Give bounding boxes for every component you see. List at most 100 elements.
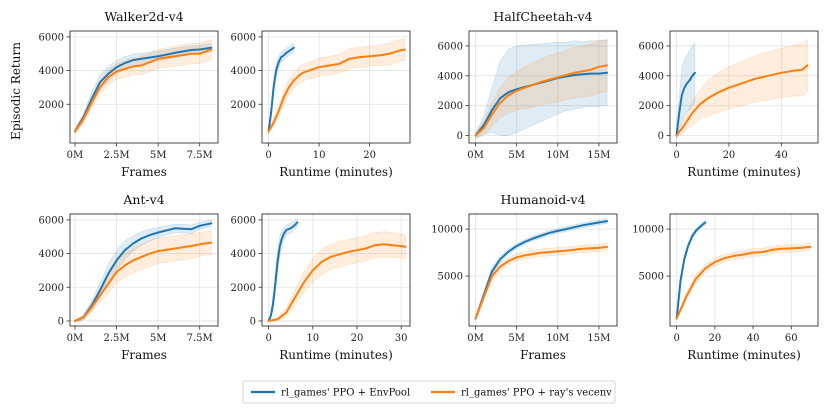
subplot-panels: 0M 2.5M 5M 7.5M200040006000Walker2d-v4Frame…: [9, 9, 819, 362]
y-tick-label: 0: [658, 131, 664, 142]
subplot-title: Ant-v4: [122, 192, 164, 207]
y-tick-label: 4000: [231, 66, 256, 77]
series-line-envpool: [474, 220, 609, 320]
x-tick-label: 20: [709, 333, 722, 344]
x-tick-label: 20: [363, 150, 376, 161]
confidence-band-ray: [268, 38, 406, 135]
x-axis-label: Runtime (minutes): [687, 165, 801, 179]
y-tick-label: 0: [457, 131, 463, 142]
legend-box: [242, 380, 616, 404]
y-tick-label: 0: [250, 316, 256, 327]
y-tick-label: 4000: [39, 66, 64, 77]
x-axis-label: Frames: [121, 348, 167, 362]
x-tick-label: 10: [313, 150, 326, 161]
x-axis-label: Runtime (minutes): [279, 165, 393, 179]
x-axis-label: Runtime (minutes): [687, 348, 801, 362]
plot-area: [74, 39, 213, 135]
x-axis-label: Frames: [121, 165, 167, 179]
axes-frame: [669, 213, 819, 327]
series-line-ray: [675, 245, 812, 320]
x-tick-label: 5M: [508, 333, 525, 344]
confidence-band-envpool: [475, 39, 608, 139]
y-tick-label: 5000: [639, 272, 664, 283]
subplot-7: 0M 5M 10M 15M 5000 10000 Humanoid-v4 Frames: [431, 192, 618, 362]
axes-frame: [468, 213, 618, 327]
y-tick-label: 6000: [39, 32, 64, 43]
confidence-band-ray: [676, 38, 808, 140]
axes-frame: [261, 30, 411, 144]
series-line-envpool: [675, 71, 696, 137]
series-line-ray: [675, 64, 809, 137]
y-tick-label: 2000: [39, 283, 64, 294]
x-tick-label: 20: [351, 333, 364, 344]
legend-envpool-label: rl_games' PPO + EnvPool: [281, 388, 410, 399]
confidence-band-ray: [676, 242, 811, 321]
x-tick-label: 60: [785, 333, 798, 344]
subplot-2: 0 10 20 2000 4000 6000 Runtime (minutes): [231, 30, 411, 179]
plot-area: [267, 38, 406, 135]
series-line-ray: [74, 48, 213, 133]
series-line-envpool: [74, 46, 213, 133]
y-tick-label: 2000: [231, 100, 256, 111]
confidence-band-ray: [74, 39, 212, 135]
x-tick-label: 5M: [150, 333, 167, 344]
y-tick-label: 4000: [438, 71, 463, 82]
y-tick-label: 6000: [39, 215, 64, 226]
subplot-8: 0 20 40 60 5000 10000 Runtime (minutes): [632, 213, 819, 362]
x-tick-label: 10M: [546, 333, 569, 344]
plot-area: [474, 218, 609, 320]
y-tick-label: 6000: [639, 41, 664, 52]
subplot-5: 0M 2.5M 5M 7.5M 0 2000 4000 6000 Ant-v4 Frames: [39, 192, 219, 362]
series-line-ray: [474, 245, 609, 320]
subplot-title: Humanoid-v4: [500, 192, 585, 207]
series-line-ray: [267, 243, 407, 322]
legend: rl_games' PPO + EnvPool rl_games' PPO + …: [242, 380, 616, 404]
y-axis-label: Episodic Return: [9, 42, 23, 140]
plot-area: [74, 219, 213, 323]
x-tick-label: 40: [775, 150, 788, 161]
legend-ray-label: rl_games' PPO + ray's vecenv: [461, 388, 612, 399]
confidence-band-envpool: [475, 218, 608, 320]
x-tick-label: 10: [306, 333, 319, 344]
series-line-envpool: [267, 221, 299, 322]
y-tick-label: 5000: [438, 272, 463, 283]
subplot-title: HalfCheetah-v4: [493, 9, 592, 24]
subplot-4: 0 20 40 0 2000 4000 6000 Runtime (minutes): [639, 30, 819, 179]
x-tick-label: 5M: [508, 150, 525, 161]
y-tick-label: 2000: [438, 101, 463, 112]
x-tick-label: 5M: [150, 150, 167, 161]
x-tick-label: 0: [265, 333, 271, 344]
plot-area: [474, 38, 609, 139]
y-tick-label: 6000: [231, 32, 256, 43]
x-tick-label: 2.5M: [103, 333, 129, 344]
x-tick-label: 0M: [67, 333, 84, 344]
x-tick-label: 7.5M: [187, 150, 213, 161]
x-tick-label: 0M: [467, 150, 484, 161]
series-line-ray: [74, 241, 213, 322]
x-tick-label: 0: [265, 150, 271, 161]
x-tick-label: 0: [673, 150, 679, 161]
x-tick-label: 15M: [587, 333, 610, 344]
y-tick-label: 10000: [431, 225, 463, 236]
confidence-band-ray: [475, 242, 608, 320]
y-tick-label: 6000: [438, 41, 463, 52]
x-tick-label: 0: [673, 333, 679, 344]
y-tick-label: 2000: [231, 283, 256, 294]
x-tick-label: 30: [395, 333, 408, 344]
plot-area: [267, 218, 407, 323]
series-line-ray: [267, 48, 406, 133]
y-tick-label: 4000: [39, 249, 64, 260]
y-tick-label: 4000: [639, 71, 664, 82]
series-line-envpool: [267, 46, 295, 133]
y-tick-label: 2000: [639, 101, 664, 112]
axes-frame: [669, 30, 819, 144]
y-tick-label: 0: [58, 316, 64, 327]
axes-frame: [261, 213, 411, 327]
series-line-ray: [474, 64, 609, 137]
series-line-envpool: [675, 221, 707, 320]
x-tick-label: 7.5M: [187, 333, 213, 344]
subplot-6: 0 10 20 30 0 2000 4000 6000 Runtime (minutes): [231, 213, 411, 362]
x-tick-label: 10M: [546, 150, 569, 161]
x-tick-label: 40: [747, 333, 760, 344]
y-tick-label: 2000: [39, 100, 64, 111]
